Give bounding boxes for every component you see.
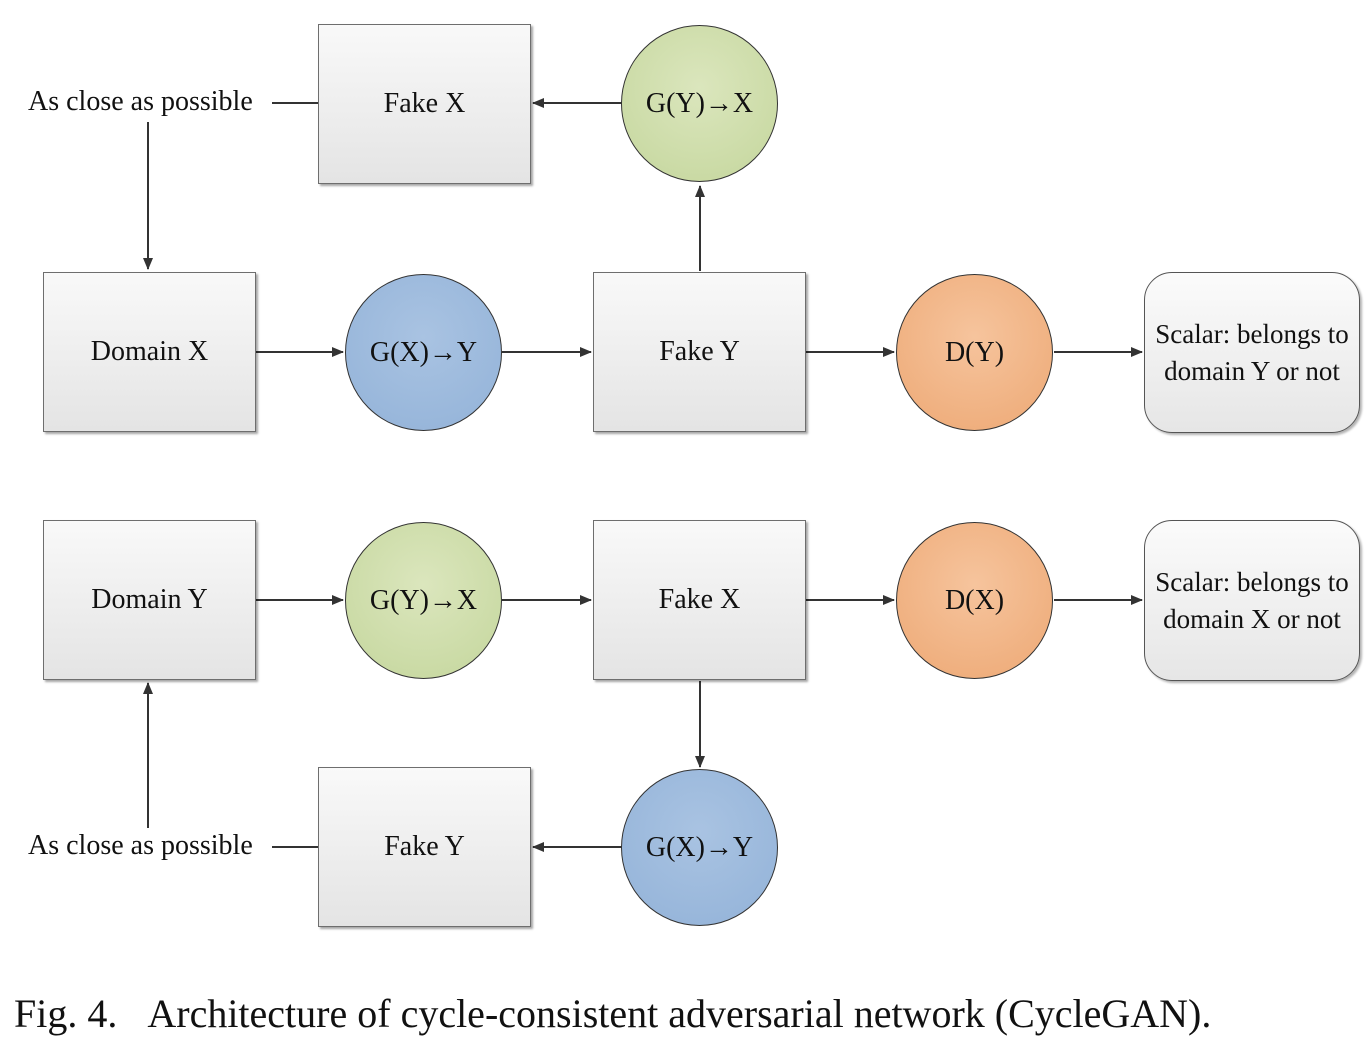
fake-x-label-bottom: Fake X [658,584,741,615]
figure-caption-text: Architecture of cycle-consistent adversa… [147,991,1212,1036]
scalar-output-y: Scalar: belongs to domain Y or not [1144,272,1360,433]
generator-y-to-x-bottom: G(Y)→X [345,522,502,679]
generator-x-to-y-label-top: G(X)→Y [369,336,478,368]
scalar-output-x: Scalar: belongs to domain X or not [1144,520,1360,681]
close-label-top: As close as possible [28,86,253,117]
scalar-output-x-label: Scalar: belongs to domain X or not [1155,566,1349,634]
generator-y-to-x-label-bottom: G(Y)→X [369,584,478,616]
fake-x-box-top: Fake X [318,24,531,184]
discriminator-x-label: D(X) [944,584,1005,616]
cyclegan-diagram: As close as possible Fake X G(Y)→X Domai… [28,24,1360,927]
discriminator-x: D(X) [896,522,1053,679]
fake-x-box-bottom: Fake X [593,520,806,680]
discriminator-y: D(Y) [896,274,1053,431]
generator-x-to-y-top: G(X)→Y [345,274,502,431]
domain-x-label: Domain X [90,336,209,367]
generator-x-to-y-label-bottom: G(X)→Y [645,831,754,863]
fake-x-label-top: Fake X [383,88,466,119]
fake-y-label-bottom: Fake Y [384,831,465,862]
fake-y-box-bottom: Fake Y [318,767,531,927]
scalar-output-y-label: Scalar: belongs to domain Y or not [1155,318,1349,386]
figure-caption: Fig. 4. Architecture of cycle-consistent … [14,990,1211,1037]
domain-y-label: Domain Y [91,584,208,615]
domain-y-box: Domain Y [43,520,256,680]
generator-y-to-x-label-top: G(Y)→X [645,87,754,119]
discriminator-y-label: D(Y) [944,336,1005,368]
fake-y-label-top: Fake Y [659,336,740,367]
generator-y-to-x-top: G(Y)→X [621,25,778,182]
generator-x-to-y-bottom: G(X)→Y [621,769,778,926]
close-label-bottom: As close as possible [28,830,253,861]
domain-x-box: Domain X [43,272,256,432]
fake-y-box-top: Fake Y [593,272,806,432]
figure-number: Fig. 4. [14,991,118,1036]
connector-layer [143,98,1143,852]
